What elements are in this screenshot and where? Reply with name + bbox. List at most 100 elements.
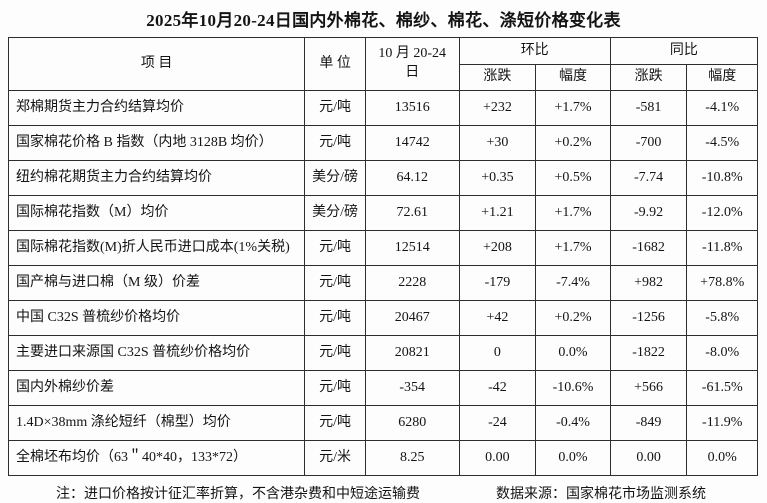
cell-yoy-change: -1682 [609, 230, 688, 266]
footer-note: 注：进口价格按计征汇率折算，不含港杂费和中短途运输费 [56, 487, 420, 502]
cell-yoy-change: 0.00 [609, 440, 688, 476]
cell-value: 8.25 [364, 440, 460, 476]
cell-unit: 元/吨 [304, 335, 366, 371]
cell-yoy-change: -7.74 [609, 160, 688, 196]
cell-item: 国产棉与进口棉（M 级）价差 [7, 265, 306, 301]
cell-yoy-change: -1256 [609, 300, 688, 336]
cell-value: -354 [364, 370, 460, 406]
cell-value: 20821 [364, 335, 460, 371]
cell-mom-pct: 0.0% [535, 440, 611, 476]
cell-yoy-pct: -5.8% [686, 300, 758, 336]
cell-unit: 美分/磅 [304, 160, 366, 196]
cell-mom-pct: 0.0% [535, 335, 611, 371]
header-period-line2: 日 [405, 65, 420, 80]
header-mom-group: 环比 [458, 37, 611, 65]
cell-item: 国内外棉纱价差 [7, 370, 306, 406]
cell-mom-change: +232 [458, 90, 537, 126]
cell-yoy-pct: -61.5% [686, 370, 758, 406]
header-period: 10 月 20-24 日 [364, 37, 460, 91]
cell-item: 中国 C32S 普梳纱价格均价 [7, 300, 306, 336]
cell-yoy-pct: 0.0% [686, 440, 758, 476]
cell-value: 20467 [364, 300, 460, 336]
header-item: 项 目 [7, 37, 306, 91]
price-table: 项 目 单 位 10 月 20-24 日 环比 同比 涨跌 幅度 涨跌 幅度 郑… [7, 37, 759, 476]
cell-mom-pct: +1.7% [535, 195, 611, 231]
cell-item: 郑棉期货主力合约结算均价 [7, 90, 306, 126]
cell-mom-change: 0.00 [458, 440, 537, 476]
cell-unit: 元/吨 [304, 300, 366, 336]
cell-item: 主要进口来源国 C32S 普梳纱价格均价 [7, 335, 306, 371]
header-mom-pct: 幅度 [535, 64, 611, 91]
cell-yoy-change: +982 [609, 265, 688, 301]
page-title: 2025年10月20-24日国内外棉花、棉纱、棉花、涤短价格变化表 [146, 11, 621, 30]
cell-mom-change: +30 [458, 125, 537, 161]
cell-mom-pct: +0.5% [535, 160, 611, 196]
cell-unit: 元/吨 [304, 230, 366, 266]
cell-unit: 元/吨 [304, 90, 366, 126]
cell-yoy-pct: -11.8% [686, 230, 758, 266]
cell-yoy-change: -849 [609, 405, 688, 441]
cell-yoy-pct: -4.1% [686, 90, 758, 126]
table-row: 国家棉花价格 B 指数（内地 3128B 均价） 元/吨 14742 +30 +0.2%… [7, 125, 758, 161]
cell-mom-pct: +1.7% [535, 90, 611, 126]
cell-item: 纽约棉花期货主力合约结算均价 [7, 160, 306, 196]
cell-yoy-change: +566 [609, 370, 688, 406]
cell-mom-change: +0.35 [458, 160, 537, 196]
cell-yoy-change: -9.92 [609, 195, 688, 231]
table-body: 郑棉期货主力合约结算均价 元/吨 13516 +232 +1.7% -581 -4.1% 国家… [7, 90, 758, 476]
header-yoy-change: 涨跌 [609, 64, 688, 91]
cell-yoy-pct: -10.8% [686, 160, 758, 196]
cell-yoy-pct: -4.5% [686, 125, 758, 161]
cell-mom-change: +208 [458, 230, 537, 266]
cell-mom-change: 0 [458, 335, 537, 371]
cell-unit: 元/吨 [304, 265, 366, 301]
table-row: 纽约棉花期货主力合约结算均价 美分/磅 64.12 +0.35 +0.5% -7.74 -1… [7, 160, 758, 196]
cell-unit: 元/吨 [304, 125, 366, 161]
table-row: 全棉坯布均价（63＂40*40，133*72） 元/米 8.25 0.00 0.0% 0.… [7, 440, 758, 476]
cell-yoy-pct: -8.0% [686, 335, 758, 371]
cell-value: 72.61 [364, 195, 460, 231]
cell-yoy-pct: -11.9% [686, 405, 758, 441]
cell-yoy-change: -581 [609, 90, 688, 126]
cell-value: 6280 [364, 405, 460, 441]
cell-value: 2228 [364, 265, 460, 301]
cell-unit: 元/吨 [304, 405, 366, 441]
cell-item: 国际棉花指数（M）均价 [7, 195, 306, 231]
cell-value: 14742 [364, 125, 460, 161]
cell-yoy-pct: -12.0% [686, 195, 758, 231]
cell-value: 12514 [364, 230, 460, 266]
table-header: 项 目 单 位 10 月 20-24 日 环比 同比 涨跌 幅度 涨跌 幅度 [7, 37, 759, 91]
cell-mom-change: +1.21 [458, 195, 537, 231]
table-row: 中国 C32S 普梳纱价格均价 元/吨 20467 +42 +0.2% -1256 -5.8… [7, 300, 758, 336]
cell-mom-change: -24 [458, 405, 537, 441]
table-row: 国产棉与进口棉（M 级）价差 元/吨 2228 -179 -7.4% +982 +78.8% [7, 265, 758, 301]
cell-mom-pct: +0.2% [535, 125, 611, 161]
cell-mom-change: -179 [458, 265, 537, 301]
table-row: 1.4D×38mm 涤纶短纤（棉型）均价 元/吨 6280 -24 -0.4% -849-… [7, 405, 758, 441]
cell-mom-pct: -7.4% [535, 265, 611, 301]
header-mom-change: 涨跌 [458, 64, 537, 91]
cell-mom-pct: +0.2% [535, 300, 611, 336]
cell-item: 国际棉花指数(M)折人民币进口成本(1%关税) [7, 230, 306, 266]
cell-yoy-change: -1822 [609, 335, 688, 371]
header-yoy-group: 同比 [609, 37, 759, 65]
table-row: 国内外棉纱价差 元/吨 -354 -42 -10.6% +566 -61.5% [7, 370, 758, 406]
cell-unit: 元/米 [304, 440, 366, 476]
cell-yoy-pct: +78.8% [686, 265, 758, 301]
cell-item: 全棉坯布均价（63＂40*40，133*72） [7, 440, 306, 476]
cell-mom-change: +42 [458, 300, 537, 336]
cell-value: 13516 [364, 90, 460, 126]
table-row: 郑棉期货主力合约结算均价 元/吨 13516 +232 +1.7% -581 -4.1% [7, 90, 758, 126]
table-row: 国际棉花指数（M）均价 美分/磅 72.61 +1.21 +1.7% -9.92 -12.0… [7, 195, 758, 231]
cell-value: 64.12 [364, 160, 460, 196]
cell-item: 1.4D×38mm 涤纶短纤（棉型）均价 [7, 405, 306, 441]
data-source: 数据来源：国家棉花市场监测系统 [496, 487, 706, 502]
cell-mom-pct: +1.7% [535, 230, 611, 266]
cell-mom-change: -42 [458, 370, 537, 406]
cell-mom-pct: -10.6% [535, 370, 611, 406]
cell-unit: 美分/磅 [304, 195, 366, 231]
table-row: 国际棉花指数(M)折人民币进口成本(1%关税) 元/吨 12514 +208 +1.7%… [7, 230, 758, 266]
table-row: 主要进口来源国 C32S 普梳纱价格均价 元/吨 20821 0 0.0% -1822 -8… [7, 335, 758, 371]
cell-mom-pct: -0.4% [535, 405, 611, 441]
